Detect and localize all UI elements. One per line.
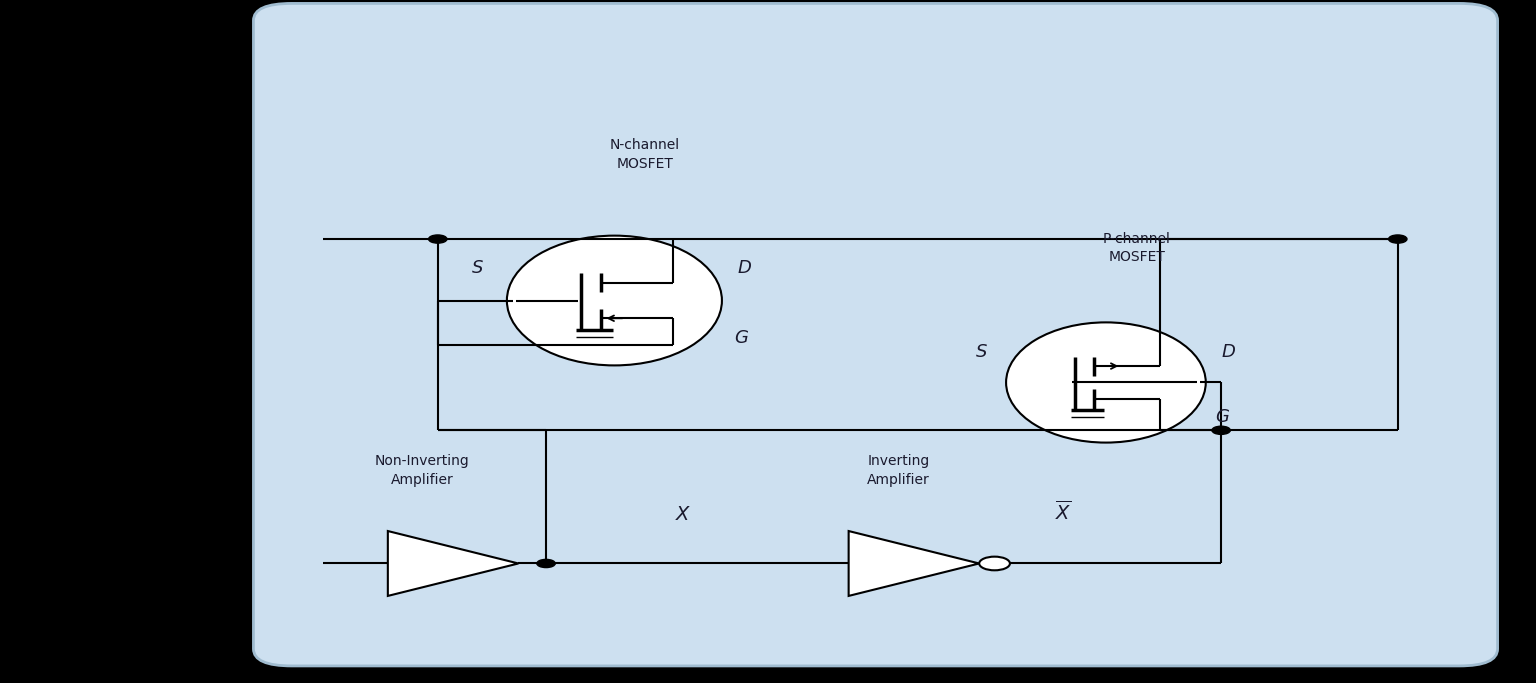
Text: $G$: $G$ bbox=[734, 329, 750, 347]
Text: $G$: $G$ bbox=[1215, 408, 1230, 426]
Text: Non-Inverting
Amplifier: Non-Inverting Amplifier bbox=[375, 454, 470, 486]
Text: Inverting
Amplifier: Inverting Amplifier bbox=[868, 454, 929, 486]
Text: $D$: $D$ bbox=[737, 259, 753, 277]
Text: P-channel
MOSFET: P-channel MOSFET bbox=[1103, 232, 1170, 264]
Text: $D$: $D$ bbox=[1221, 344, 1236, 361]
Circle shape bbox=[1389, 235, 1407, 243]
Polygon shape bbox=[387, 531, 518, 596]
FancyBboxPatch shape bbox=[253, 3, 1498, 666]
Text: N-channel
MOSFET: N-channel MOSFET bbox=[610, 139, 680, 171]
Text: $S$: $S$ bbox=[975, 344, 988, 361]
Text: $S$: $S$ bbox=[472, 259, 484, 277]
Circle shape bbox=[429, 235, 447, 243]
Circle shape bbox=[980, 557, 1011, 570]
Ellipse shape bbox=[1006, 322, 1206, 443]
Text: $X$: $X$ bbox=[676, 506, 691, 524]
Circle shape bbox=[536, 559, 556, 568]
Text: $\overline{X}$: $\overline{X}$ bbox=[1055, 500, 1072, 524]
Circle shape bbox=[1212, 426, 1230, 434]
Polygon shape bbox=[848, 531, 980, 596]
Ellipse shape bbox=[507, 236, 722, 365]
